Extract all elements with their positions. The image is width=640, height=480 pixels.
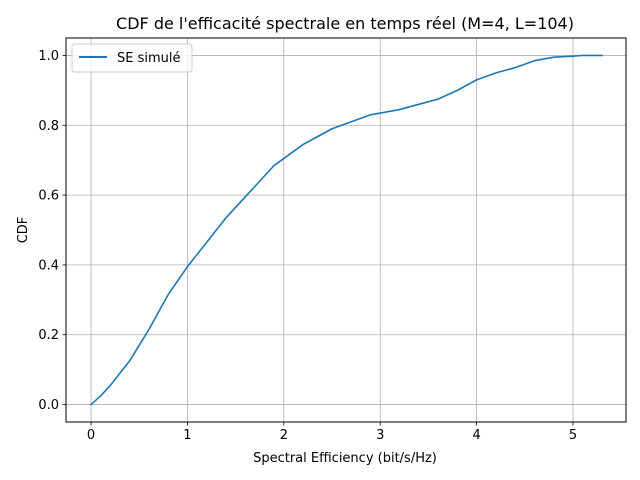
legend: SE simulé xyxy=(71,43,193,73)
legend-series-label: SE simulé xyxy=(117,51,181,66)
series-layer xyxy=(89,54,603,406)
x-axis-ticks: 0 1 2 3 4 5 xyxy=(87,422,577,443)
y-axis-label: CDF xyxy=(16,217,31,244)
x-tick-label: 0 xyxy=(87,428,95,443)
x-tick-label: 1 xyxy=(183,428,191,443)
plot-frame xyxy=(65,37,627,423)
y-axis-ticks: 0.0 0.2 0.4 0.6 0.8 1.0 xyxy=(38,49,66,413)
x-tick-label: 2 xyxy=(280,428,288,443)
y-tick-label: 0.2 xyxy=(38,328,59,343)
x-tick-label: 3 xyxy=(376,428,384,443)
y-tick-label: 1.0 xyxy=(38,49,59,64)
chart-title: CDF de l'efficacité spectrale en temps r… xyxy=(116,14,574,33)
y-tick-label: 0.4 xyxy=(38,258,59,273)
x-tick-label: 5 xyxy=(569,428,577,443)
legend-box xyxy=(71,43,193,73)
y-tick-label: 0.6 xyxy=(38,189,59,204)
x-tick-label: 4 xyxy=(472,428,480,443)
y-tick-label: 0.8 xyxy=(38,119,59,134)
series-line-se-simule xyxy=(89,54,603,406)
x-axis-label: Spectral Efficiency (bit/s/Hz) xyxy=(253,451,437,466)
grid-lines xyxy=(66,38,626,422)
y-tick-label: 0.0 xyxy=(38,398,59,413)
